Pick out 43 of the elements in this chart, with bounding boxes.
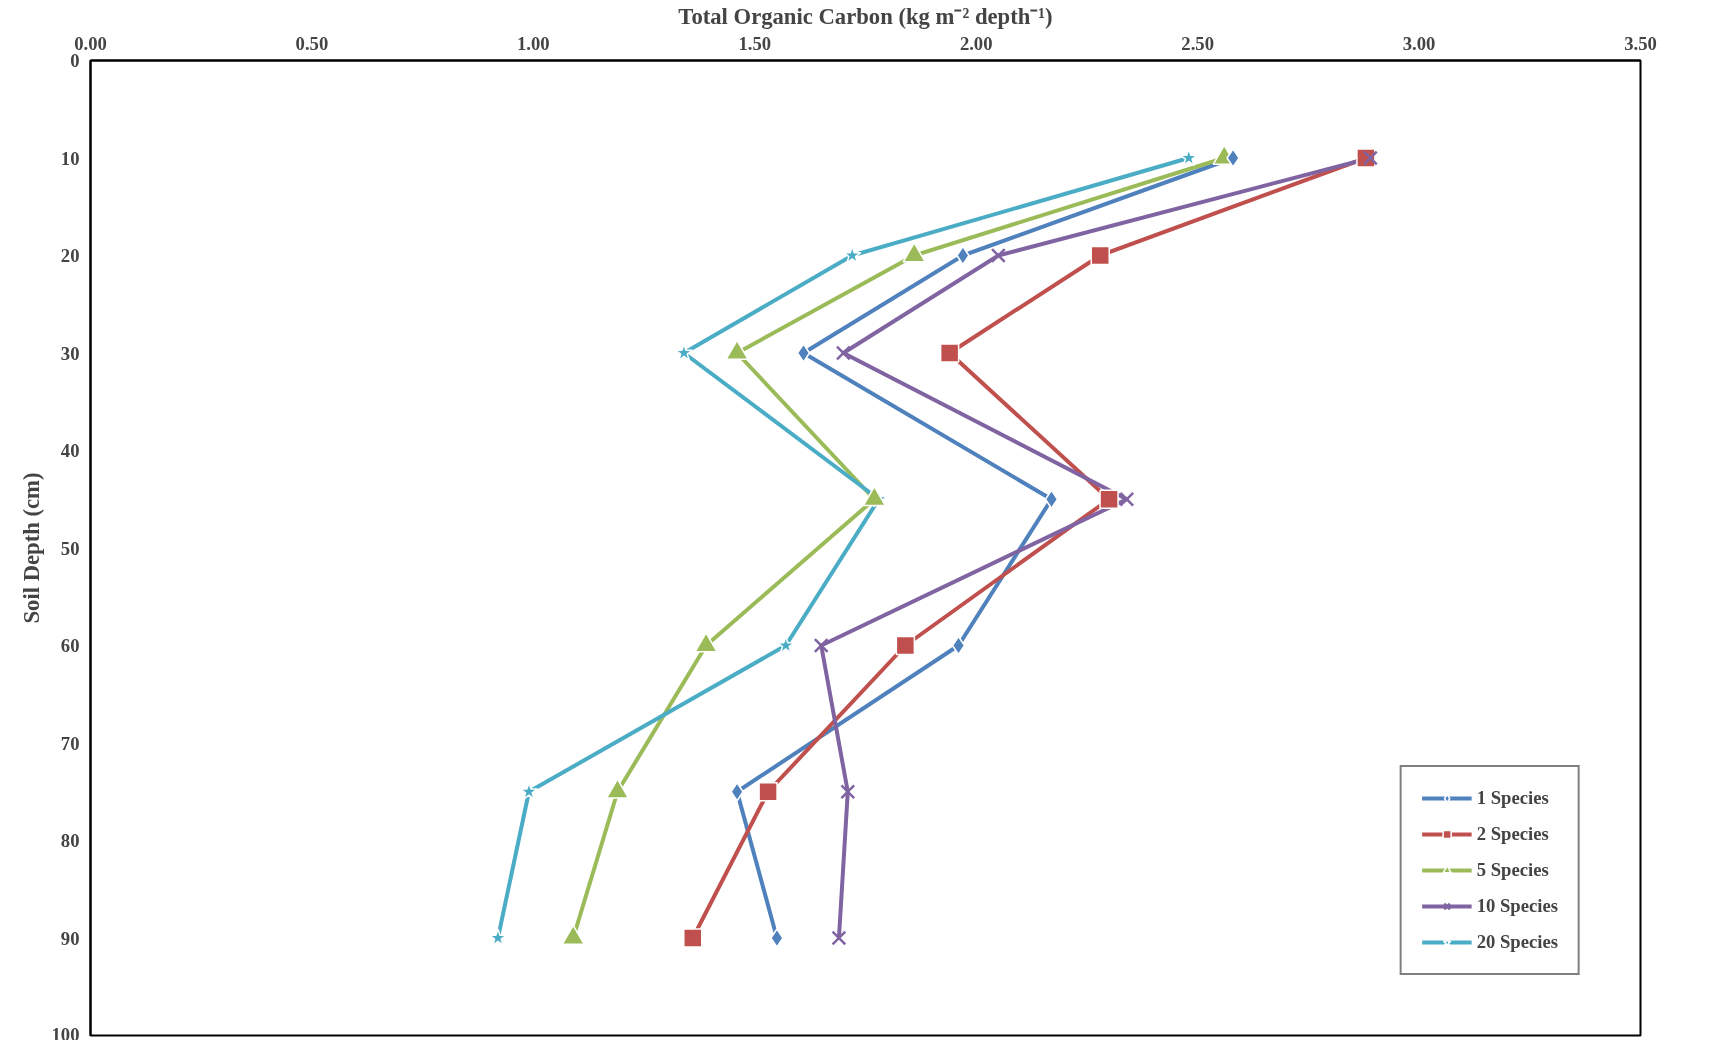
x-tick-label: 3.00 [1402, 32, 1436, 54]
point [990, 247, 1006, 264]
y-tick-label: 30 [60, 342, 80, 364]
point [951, 635, 966, 656]
point [796, 343, 811, 363]
point [1362, 150, 1378, 166]
point [770, 928, 784, 948]
y-tick-label: 80 [60, 830, 80, 851]
x-tick-label: 3.50 [1624, 32, 1657, 54]
point [1119, 491, 1135, 507]
x-tick-label: 1.00 [517, 32, 550, 54]
y-tick-label: 90 [60, 927, 80, 949]
point [813, 637, 829, 654]
point [1099, 489, 1119, 509]
legend-label: 2 Species [1476, 823, 1549, 845]
y-tick-label: 100 [51, 1023, 80, 1045]
point [1044, 489, 1059, 509]
legend-label: 20 Species [1476, 931, 1558, 953]
y-axis-title: Soil Depth (cm) [18, 472, 44, 624]
legend-label: 10 Species [1476, 895, 1558, 917]
point [939, 343, 960, 363]
legend-label: 1 Species [1476, 787, 1549, 809]
point [895, 635, 916, 656]
y-tick-label: 50 [60, 537, 80, 559]
y-tick-label: 10 [60, 147, 80, 169]
x-axis-title: Total Organic Carbon (kg m⁻² depth⁻¹) [678, 3, 1053, 29]
x-tick-label: 1.50 [738, 32, 772, 54]
point [831, 930, 847, 946]
point [1226, 148, 1240, 168]
point [1090, 245, 1110, 266]
legend-label: 5 Species [1476, 859, 1549, 881]
point [758, 782, 778, 802]
point [683, 928, 703, 948]
point [730, 782, 744, 802]
point [835, 345, 851, 361]
y-tick-label: 70 [60, 732, 80, 754]
point [840, 784, 856, 800]
x-tick-label: 0.50 [295, 32, 329, 54]
x-tick-label: 2.50 [1181, 32, 1214, 54]
x-tick-label: 2.00 [959, 32, 993, 54]
y-tick-label: 40 [60, 440, 80, 461]
y-tick-label: 60 [60, 635, 80, 656]
y-tick-label: 20 [60, 245, 80, 266]
